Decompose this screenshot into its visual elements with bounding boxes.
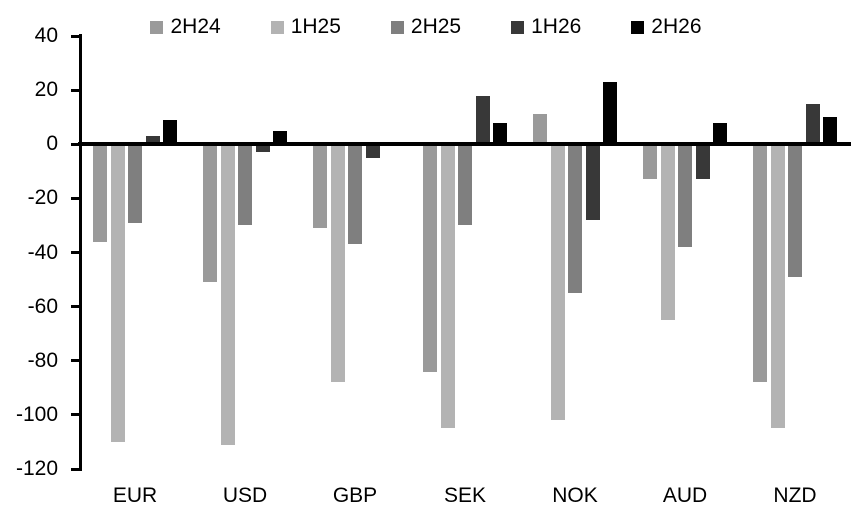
- zero-line: [78, 142, 851, 147]
- y-axis-tick: [71, 196, 80, 200]
- bar-NOK-1H26: [585, 144, 600, 221]
- x-axis-label-SEK: SEK: [443, 484, 487, 507]
- bar-NOK-2H26: [603, 82, 617, 145]
- y-axis-tick: [71, 142, 80, 146]
- legend-item-2H26: 2H26: [631, 14, 702, 40]
- legend-label: 2H25: [410, 15, 462, 38]
- legend-item-2H24: 2H24: [150, 14, 221, 40]
- legend-label: 2H24: [170, 15, 221, 38]
- bar-EUR-2H25: [128, 144, 142, 223]
- legend-label: 1H25: [290, 15, 341, 38]
- y-axis-tick: [71, 88, 80, 92]
- bar-NOK-1H25: [550, 144, 565, 421]
- bar-NZD-2H25: [788, 144, 802, 277]
- bar-AUD-1H25: [660, 144, 675, 321]
- bar-NOK-2H25: [568, 144, 582, 294]
- bar-NZD-2H26: [823, 117, 837, 145]
- legend-swatch-icon: [511, 20, 525, 34]
- bar-SEK-1H25: [440, 144, 455, 429]
- x-axis-label-EUR: EUR: [112, 484, 158, 507]
- bar-NZD-1H25: [770, 144, 785, 429]
- bar-USD-2H26: [273, 130, 287, 145]
- y-axis-label: -20: [27, 186, 58, 210]
- legend-swatch-icon: [631, 20, 645, 34]
- legend: 2H24 1H25 2H25 1H26 2H26: [0, 14, 852, 40]
- bar-GBP-1H26: [365, 144, 380, 158]
- y-axis-tick: [71, 413, 80, 417]
- y-axis-tick: [71, 359, 80, 363]
- bar-GBP-2H24: [313, 144, 327, 229]
- y-axis-label: -80: [27, 348, 58, 372]
- bar-GBP-1H25: [330, 144, 345, 383]
- bar-SEK-2H24: [423, 144, 437, 372]
- bar-SEK-2H26: [493, 122, 507, 145]
- y-axis-label: -60: [27, 294, 58, 318]
- y-axis-tick: [71, 34, 80, 38]
- y-axis-tick: [71, 305, 80, 309]
- y-axis-tick: [71, 251, 80, 254]
- y-axis-label: -120: [15, 457, 58, 480]
- bar-NZD-1H26: [805, 103, 820, 145]
- bar-NZD-2H24: [753, 144, 767, 383]
- x-axis-label-NZD: NZD: [773, 484, 817, 507]
- y-axis-label: 0: [46, 132, 58, 156]
- bar-EUR-1H25: [110, 144, 125, 442]
- bar-NOK-2H24: [533, 114, 547, 145]
- legend-item-2H25: 2H25: [390, 14, 462, 40]
- legend-swatch-icon: [150, 20, 164, 34]
- x-axis-label-AUD: AUD: [662, 484, 708, 507]
- y-axis-label: -100: [15, 402, 58, 426]
- x-axis-label-NOK: NOK: [552, 484, 598, 507]
- legend-swatch-icon: [390, 20, 404, 34]
- y-axis-label: 20: [34, 78, 58, 102]
- bar-AUD-2H24: [643, 144, 657, 180]
- legend-label: 2H26: [651, 15, 702, 38]
- bar-EUR-2H24: [93, 144, 107, 242]
- bar-EUR-1H26: [145, 136, 160, 145]
- y-axis-line: [79, 34, 82, 471]
- bar-AUD-2H25: [678, 144, 692, 248]
- x-axis-label-USD: USD: [222, 484, 268, 507]
- bar-USD-1H25: [220, 144, 235, 445]
- y-axis-label: -40: [27, 240, 58, 264]
- y-axis-tick: [71, 467, 80, 471]
- bar-AUD-1H26: [695, 144, 710, 180]
- bar-GBP-2H25: [348, 144, 362, 245]
- bar-SEK-1H26: [475, 95, 490, 145]
- y-axis-label: 40: [34, 24, 58, 47]
- bar-USD-2H24: [203, 144, 217, 283]
- bar-USD-1H26: [255, 144, 270, 153]
- bar-EUR-2H26: [163, 119, 177, 145]
- bar-SEK-2H25: [458, 144, 472, 226]
- bar-USD-2H25: [238, 144, 252, 226]
- legend-item-1H25: 1H25: [270, 14, 341, 40]
- legend-swatch-icon: [270, 20, 284, 34]
- legend-item-1H26: 1H26: [511, 14, 581, 40]
- legend-label: 1H26: [531, 15, 582, 38]
- x-axis-label-GBP: GBP: [332, 484, 378, 507]
- bar-AUD-2H26: [713, 122, 727, 145]
